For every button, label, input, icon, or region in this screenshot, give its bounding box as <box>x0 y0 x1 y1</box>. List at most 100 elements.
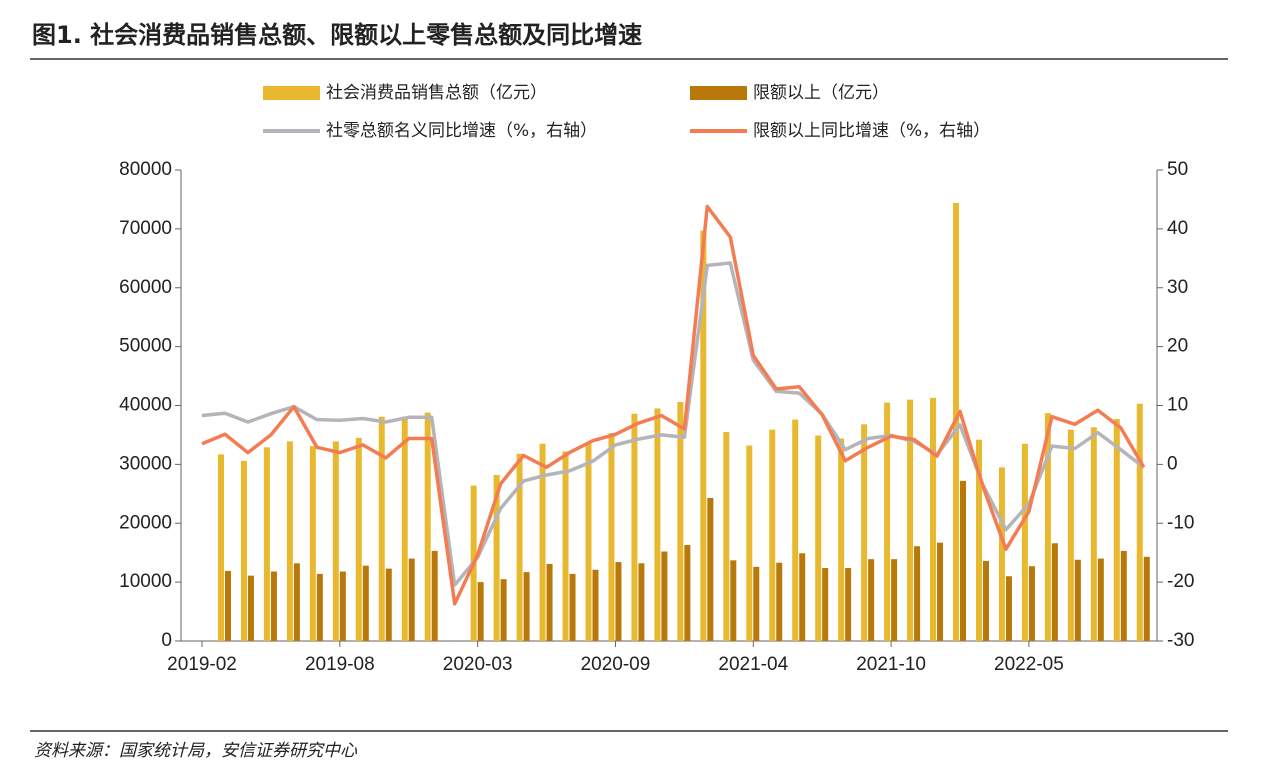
bar <box>615 562 622 641</box>
bar <box>891 559 898 641</box>
y-tick-label: 50000 <box>119 336 172 357</box>
bar <box>516 453 523 641</box>
bar <box>638 563 645 641</box>
legend-label: 社零总额名义同比增速（%，右轴） <box>326 121 597 141</box>
bar <box>707 497 714 641</box>
bar <box>569 573 576 641</box>
bar <box>1074 559 1081 641</box>
y-tick-label: 0 <box>161 630 172 651</box>
bar <box>1005 576 1012 641</box>
y2-tick-label: -20 <box>1167 571 1194 592</box>
bar <box>1143 556 1150 641</box>
x-tick-label: 2022-05 <box>994 654 1064 675</box>
x-tick-label: 2021-04 <box>718 654 788 675</box>
bar <box>224 570 231 641</box>
legend-swatch <box>263 86 320 100</box>
source: 资料来源：国家统计局，安信证券研究中心 <box>34 741 358 761</box>
bar <box>654 408 661 641</box>
bar <box>493 474 500 641</box>
bar <box>1051 543 1058 641</box>
y2-tick-label: 40 <box>1167 218 1188 239</box>
bar <box>982 560 989 641</box>
y-tick-label: 30000 <box>119 453 172 474</box>
bar <box>385 568 392 641</box>
legend-label: 限额以上（亿元） <box>753 83 889 103</box>
bar <box>661 551 668 641</box>
bar <box>585 443 592 641</box>
bar <box>1021 443 1028 641</box>
legend-label: 限额以上同比增速（%，右轴） <box>753 121 990 141</box>
bar <box>500 579 507 641</box>
y-tick-label: 70000 <box>119 218 172 239</box>
bar <box>684 545 691 641</box>
bar <box>753 566 760 641</box>
bar <box>799 553 806 641</box>
bar <box>769 429 776 641</box>
bar <box>960 480 967 641</box>
bar <box>930 397 937 641</box>
bar <box>355 437 362 641</box>
bar <box>822 567 829 641</box>
bar <box>700 230 707 642</box>
bar <box>408 558 415 641</box>
y-tick-label: 10000 <box>119 571 172 592</box>
bar <box>1136 403 1143 641</box>
bar <box>792 419 799 641</box>
bar <box>608 433 615 641</box>
x-tick-label: 2019-08 <box>305 654 375 675</box>
bar <box>431 550 438 641</box>
bar <box>217 454 224 641</box>
bar <box>1120 550 1127 641</box>
bar <box>868 559 875 641</box>
bar <box>914 546 921 641</box>
bar <box>1028 566 1035 641</box>
y2-tick-label: 50 <box>1167 159 1188 180</box>
bar <box>998 467 1005 641</box>
bar <box>247 575 254 641</box>
bar <box>270 571 277 641</box>
y-tick-label: 80000 <box>119 159 172 180</box>
bar <box>477 582 484 641</box>
y2-tick-label: 10 <box>1167 395 1188 416</box>
x-tick-label: 2020-09 <box>581 654 651 675</box>
bar <box>316 573 323 641</box>
bar <box>293 563 300 641</box>
bar <box>815 435 822 641</box>
bar <box>562 451 569 641</box>
x-tick-label: 2021-10 <box>856 654 926 675</box>
bar <box>723 431 730 641</box>
bar <box>286 441 293 641</box>
line <box>201 204 1146 606</box>
bar <box>861 424 868 641</box>
bar <box>263 447 270 641</box>
y2-tick-label: 0 <box>1167 453 1178 474</box>
y-tick-label: 20000 <box>119 512 172 533</box>
bar <box>776 562 783 641</box>
y-tick-label: 60000 <box>119 277 172 298</box>
bar <box>1113 419 1120 641</box>
y2-tick-label: -30 <box>1167 630 1194 651</box>
bar <box>1090 427 1097 641</box>
bar <box>309 446 316 641</box>
bar <box>539 443 546 641</box>
bar <box>362 565 369 641</box>
bar <box>401 416 408 641</box>
bar <box>845 567 852 641</box>
bar <box>546 563 553 641</box>
bar <box>937 542 944 641</box>
bar <box>240 460 247 641</box>
bar <box>592 569 599 641</box>
bar <box>730 560 737 641</box>
bar <box>332 441 339 641</box>
bar <box>378 416 385 641</box>
y2-tick-label: -10 <box>1167 512 1194 533</box>
bar <box>523 572 530 641</box>
legend-label: 社会消费品销售总额（亿元） <box>326 83 547 103</box>
x-tick-label: 2019-02 <box>167 654 237 675</box>
bar <box>838 438 845 641</box>
chart-title: 图1. 社会消费品销售总额、限额以上零售总额及同比增速 <box>32 21 642 49</box>
bar <box>884 402 891 641</box>
bar <box>339 571 346 641</box>
